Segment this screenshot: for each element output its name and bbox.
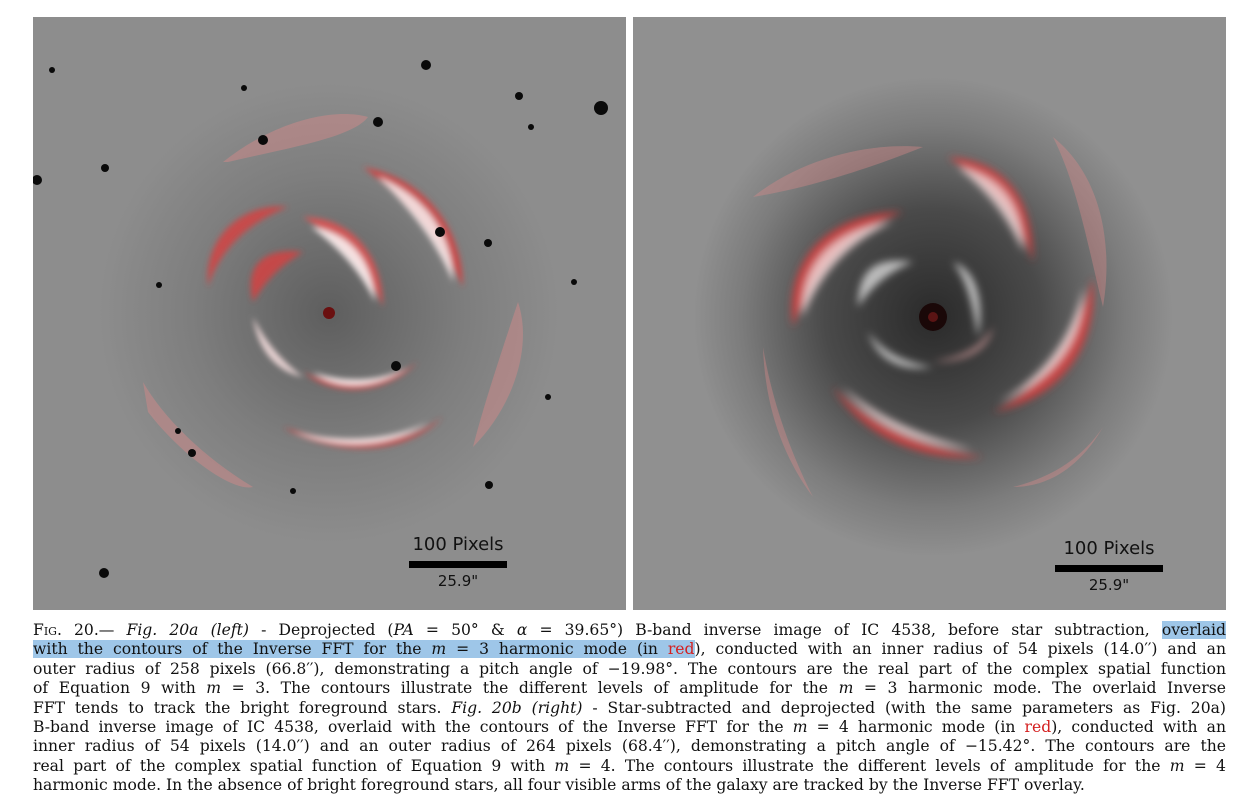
caption-text: = 4 harmonic mode (in bbox=[807, 718, 1025, 737]
caption-text: Fig. 20b (right) bbox=[451, 698, 583, 717]
caption-text: of Equation 9 with bbox=[33, 679, 207, 698]
caption-text: PA bbox=[393, 621, 414, 639]
caption-text: outer radius of 258 pixels (66.8′′), dem… bbox=[33, 659, 1226, 678]
caption-text: m bbox=[554, 756, 570, 775]
scale-bar-label: 100 Pixels bbox=[412, 534, 504, 555]
caption-text: m bbox=[1169, 756, 1185, 775]
scale-bar-label: 100 Pixels bbox=[1063, 538, 1155, 559]
scale-bar-line bbox=[1055, 565, 1163, 572]
caption-text: = 39.65°) B-band inverse image of IC 453… bbox=[527, 621, 1162, 639]
caption-line: real part of the complex spatial functio… bbox=[33, 757, 1226, 776]
foreground-stars bbox=[33, 60, 608, 578]
caption-text: m bbox=[838, 679, 854, 698]
outer-contour-arcs bbox=[753, 137, 1107, 497]
galaxy-image-m3 bbox=[33, 60, 608, 578]
caption-text: Fig. 20a (left) bbox=[126, 621, 250, 639]
caption-text: = 3. The contours illustrate the differe… bbox=[221, 679, 839, 698]
galaxy-image-m4 bbox=[693, 77, 1173, 557]
figure-caption: Fig. 20.— Fig. 20a (left) - Deprojected … bbox=[33, 621, 1226, 796]
caption-text: m bbox=[431, 640, 447, 659]
caption-line: with the contours of the Inverse FFT for… bbox=[33, 640, 1226, 659]
caption-text: red bbox=[1024, 718, 1052, 737]
caption-text: α bbox=[516, 621, 528, 639]
caption-line: outer radius of 258 pixels (66.8′′), dem… bbox=[33, 660, 1226, 679]
caption-text: Fig. 20.— bbox=[33, 621, 127, 639]
caption-line: FFT tends to track the bright foreground… bbox=[33, 699, 1226, 718]
caption-text: overlaid bbox=[1161, 621, 1226, 639]
caption-text: red bbox=[667, 640, 695, 659]
caption-text: - Deprojected ( bbox=[249, 621, 394, 639]
caption-text: ), conducted with an bbox=[1051, 718, 1226, 737]
caption-text: harmonic mode. In the absence of bright … bbox=[33, 776, 1085, 795]
caption-text: - Star-subtracted and deprojected (with … bbox=[582, 698, 1226, 717]
caption-text: m bbox=[792, 718, 808, 737]
scale-bar-line bbox=[409, 561, 507, 568]
figure-20a-image: 100 Pixels 25.9" bbox=[33, 17, 626, 610]
caption-line: Fig. 20.— Fig. 20a (left) - Deprojected … bbox=[33, 621, 1226, 640]
caption-line: harmonic mode. In the absence of bright … bbox=[33, 776, 1226, 795]
caption-text: real part of the complex spatial functio… bbox=[33, 756, 555, 775]
caption-line: inner radius of 54 pixels (14.0′′) and a… bbox=[33, 737, 1226, 756]
scale-bar-arcsec: 25.9" bbox=[437, 572, 479, 590]
caption-text: with the contours of the Inverse FFT for… bbox=[33, 640, 432, 659]
caption-text: = 4 bbox=[1184, 756, 1226, 775]
caption-line: of Equation 9 with m = 3. The contours i… bbox=[33, 679, 1226, 698]
galaxy-nucleus bbox=[323, 307, 335, 319]
caption-text: B-band inverse image of IC 4538, overlai… bbox=[33, 718, 793, 737]
caption-text: = 4. The contours illustrate the differe… bbox=[569, 756, 1170, 775]
scale-bar-arcsec: 25.9" bbox=[1088, 576, 1130, 594]
scale-bar-a: 100 Pixels 25.9" bbox=[405, 534, 511, 590]
m4-spiral-arms bbox=[791, 157, 1094, 458]
caption-text: = 3 harmonic mode (in bbox=[446, 640, 668, 659]
caption-line: B-band inverse image of IC 4538, overlai… bbox=[33, 718, 1226, 737]
figure-20b-image: 100 Pixels 25.9" bbox=[633, 17, 1226, 610]
caption-text: m bbox=[206, 679, 222, 698]
caption-text: ), conducted with an inner radius of 54 … bbox=[694, 640, 1226, 659]
caption-text: = 50° & bbox=[413, 621, 517, 639]
scale-bar-b: 100 Pixels 25.9" bbox=[1051, 538, 1167, 594]
outer-contour-arcs bbox=[143, 114, 523, 488]
caption-text: FFT tends to track the bright foreground… bbox=[33, 698, 452, 717]
caption-text: = 3 harmonic mode. The overlaid Inverse bbox=[853, 679, 1226, 698]
caption-text: inner radius of 54 pixels (14.0′′) and a… bbox=[33, 737, 1226, 756]
